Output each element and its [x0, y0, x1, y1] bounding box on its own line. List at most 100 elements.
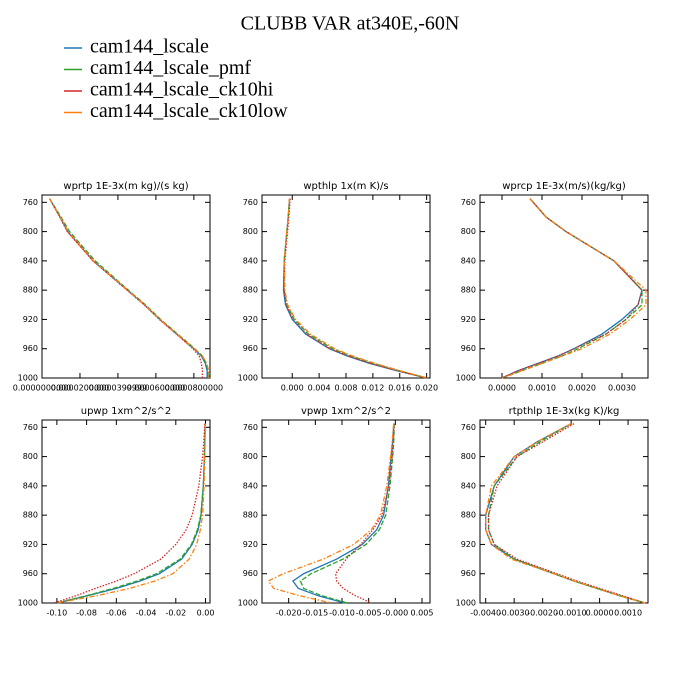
- y-tick-label: 960: [23, 569, 38, 578]
- profile-line: [487, 423, 646, 604]
- panel-title: upwp 1xm^2/s^2: [81, 406, 171, 417]
- x-tick-label: 0.005: [411, 609, 434, 618]
- y-tick-label: 760: [243, 423, 258, 432]
- y-tick-label: 920: [243, 315, 258, 324]
- x-tick-label: -0.0040: [470, 609, 501, 618]
- y-tick-label: 920: [461, 315, 476, 324]
- y-tick-label: 760: [461, 423, 476, 432]
- y-tick-label: 840: [461, 256, 476, 265]
- legend-label: cam144_lscale_pmf: [90, 57, 251, 79]
- x-tick-label: 0.0000200000: [51, 384, 110, 393]
- y-tick-label: 800: [243, 227, 258, 236]
- y-tick-label: 800: [461, 452, 476, 461]
- legend-label: cam144_lscale_ck10low: [90, 100, 288, 122]
- x-tick-label: -0.08: [76, 609, 97, 618]
- figure-title: CLUBB VAR at340E,-60N: [241, 13, 460, 35]
- y-tick-label: 920: [243, 540, 258, 549]
- y-tick-label: 880: [461, 511, 476, 520]
- y-tick-label: 1000: [238, 599, 258, 608]
- profile-line: [283, 198, 427, 379]
- y-tick-label: 760: [243, 198, 258, 207]
- x-tick-label: 0.012: [361, 384, 384, 393]
- x-tick-label: -0.06: [106, 609, 127, 618]
- y-tick-label: 760: [23, 198, 38, 207]
- y-tick-label: 840: [23, 256, 38, 265]
- x-tick-label: 0.000: [281, 384, 304, 393]
- y-tick-label: 880: [461, 286, 476, 295]
- y-tick-label: 1000: [456, 374, 476, 383]
- y-tick-label: 800: [461, 227, 476, 236]
- y-tick-label: 1000: [456, 599, 476, 608]
- x-tick-label: 0.004: [308, 384, 331, 393]
- profile-line: [267, 423, 395, 604]
- profile-line: [334, 423, 395, 604]
- profile-line: [487, 423, 646, 604]
- x-tick-label: 0.0010: [528, 384, 556, 393]
- y-tick-label: 920: [23, 315, 38, 324]
- y-tick-label: 880: [243, 511, 258, 520]
- legend-label: cam144_lscale_ck10hi: [90, 79, 274, 101]
- x-tick-label: 0.0000600000: [127, 384, 186, 393]
- y-tick-label: 800: [243, 452, 258, 461]
- y-tick-label: 960: [243, 344, 258, 353]
- legend-label: cam144_lscale: [90, 36, 209, 58]
- y-tick-label: 840: [243, 481, 258, 490]
- y-tick-label: 840: [461, 481, 476, 490]
- y-tick-label: 920: [461, 540, 476, 549]
- y-tick-label: 880: [243, 286, 258, 295]
- y-tick-label: 1000: [18, 374, 38, 383]
- x-tick-label: 0.008: [335, 384, 358, 393]
- x-tick-label: -0.0020: [527, 609, 558, 618]
- y-tick-label: 800: [23, 227, 38, 236]
- x-tick-label: 0.0010: [614, 609, 642, 618]
- panel-title: wprtp 1E-3x(m kg)/(s kg): [63, 181, 188, 192]
- x-tick-label: 0.0030: [608, 384, 636, 393]
- x-tick-label: -0.0030: [499, 609, 530, 618]
- x-tick-label: 0.0000000000: [13, 384, 72, 393]
- y-tick-label: 760: [461, 198, 476, 207]
- x-tick-label: 0.0000800000: [165, 384, 224, 393]
- y-tick-label: 920: [23, 540, 38, 549]
- x-tick-label: -0.10: [47, 609, 68, 618]
- x-tick-label: 0.016: [388, 384, 411, 393]
- y-tick-label: 960: [461, 344, 476, 353]
- panel-title: wprcp 1E-3x(m/s)(kg/kg): [502, 181, 626, 192]
- profile-line: [299, 423, 395, 604]
- profile-line: [49, 198, 210, 379]
- y-tick-label: 880: [23, 511, 38, 520]
- plot-frame: [479, 194, 649, 379]
- x-tick-label: 0.020: [415, 384, 438, 393]
- plot-frame: [41, 194, 211, 379]
- y-tick-label: 840: [23, 481, 38, 490]
- y-tick-label: 880: [23, 286, 38, 295]
- panel-title: vpwp 1xm^2/s^2: [301, 406, 391, 417]
- panel-title: rtpthlp 1E-3x(kg K)/kg: [509, 406, 620, 417]
- y-tick-label: 960: [461, 569, 476, 578]
- x-tick-label: 0.0000399999: [89, 384, 148, 393]
- plot-frame: [479, 419, 649, 604]
- x-tick-label: -0.0010: [556, 609, 587, 618]
- x-tick-label: -0.02: [165, 609, 186, 618]
- y-tick-label: 960: [23, 344, 38, 353]
- profile-line: [56, 423, 206, 604]
- profile-line: [283, 198, 428, 379]
- x-tick-label: -0.020: [276, 609, 302, 618]
- x-tick-label: 0.0000: [488, 384, 516, 393]
- x-tick-label: -0.015: [302, 609, 328, 618]
- plot-frame: [41, 419, 211, 604]
- y-tick-label: 1000: [18, 599, 38, 608]
- y-tick-label: 960: [243, 569, 258, 578]
- profile-line: [501, 198, 647, 379]
- x-tick-label: -0.010: [329, 609, 355, 618]
- y-tick-label: 1000: [238, 374, 258, 383]
- x-tick-label: 0.00: [197, 609, 215, 618]
- x-tick-label: 0.0020: [568, 384, 596, 393]
- profile-line: [49, 198, 204, 378]
- y-tick-label: 840: [243, 256, 258, 265]
- panel-title: wpthlp 1x(m K)/s: [303, 181, 388, 192]
- profile-line: [485, 423, 646, 604]
- profile-line: [53, 423, 206, 604]
- x-tick-label: -0.005: [356, 609, 382, 618]
